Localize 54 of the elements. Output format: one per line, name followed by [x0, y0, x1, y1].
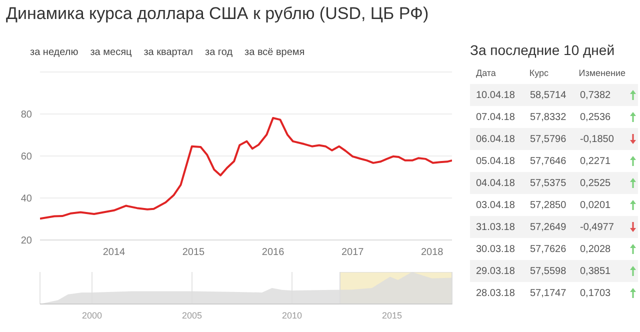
text: 05.04.18	[475, 156, 516, 166]
text: Курс	[529, 68, 550, 80]
text: 28.03.18	[475, 288, 516, 298]
text: 57,2649	[530, 222, 568, 232]
text: 30.03.18	[475, 244, 516, 254]
text: 10.04.18	[475, 90, 516, 100]
x-tick-label: 2016	[262, 247, 285, 258]
text: -0,1850	[580, 134, 615, 144]
text: 0,3851	[580, 266, 612, 276]
text: Дата	[475, 68, 497, 80]
text: 57,5598	[530, 266, 568, 276]
x-tick-label: 2014	[102, 247, 126, 258]
text: 0,2271	[580, 156, 612, 166]
text: 06.04.18	[475, 134, 516, 144]
text: за месяц	[90, 47, 132, 58]
y-tick-label: 60	[20, 152, 32, 163]
text: 03.04.18	[475, 200, 516, 210]
text: 07.04.18	[475, 112, 516, 122]
text: 57,5796	[530, 134, 568, 144]
text: 0,1703	[580, 288, 612, 298]
x-tick-label: 2015	[182, 247, 206, 258]
text: 04.04.18	[475, 178, 516, 188]
text: Изменение	[578, 68, 627, 80]
text: за неделю	[30, 47, 78, 58]
x-tick-label: 2015	[382, 310, 402, 320]
y-tick-label: 20	[20, 236, 32, 247]
text: -0,4977	[580, 222, 615, 232]
x-tick-label: 2000	[82, 310, 102, 320]
text: за всё время	[244, 47, 305, 58]
text: 57,7626	[530, 244, 568, 254]
text: 57,8332	[530, 112, 568, 122]
line-series	[40, 116, 452, 220]
text: 29.03.18	[475, 266, 516, 276]
text: За последние 10 дней	[470, 42, 616, 58]
y-tick-label: 80	[20, 110, 32, 121]
text: 57,5375	[530, 178, 568, 188]
text: 0,2525	[580, 178, 612, 188]
text: 57,2850	[530, 200, 568, 210]
text: за квартал	[144, 47, 193, 58]
text: 58,5714	[530, 90, 568, 100]
text: 57,7646	[530, 156, 568, 166]
x-tick-label: 2017	[341, 247, 364, 258]
chart-title: Динамика курса доллара США к рублю (USD, ЦБ РФ)	[6, 4, 429, 24]
y-tick-label: 40	[20, 194, 32, 205]
x-tick-label: 2018	[420, 247, 444, 258]
text: 31.03.18	[475, 222, 516, 232]
text: 0,7382	[580, 90, 612, 100]
text: 0,0201	[580, 200, 612, 210]
text: за год	[205, 47, 233, 58]
x-tick-label: 2005	[182, 310, 202, 320]
text: 0,2028	[580, 244, 612, 254]
x-tick-label: 2010	[282, 310, 302, 320]
text: 57,1747	[530, 288, 568, 298]
text: 0,2536	[580, 112, 612, 122]
